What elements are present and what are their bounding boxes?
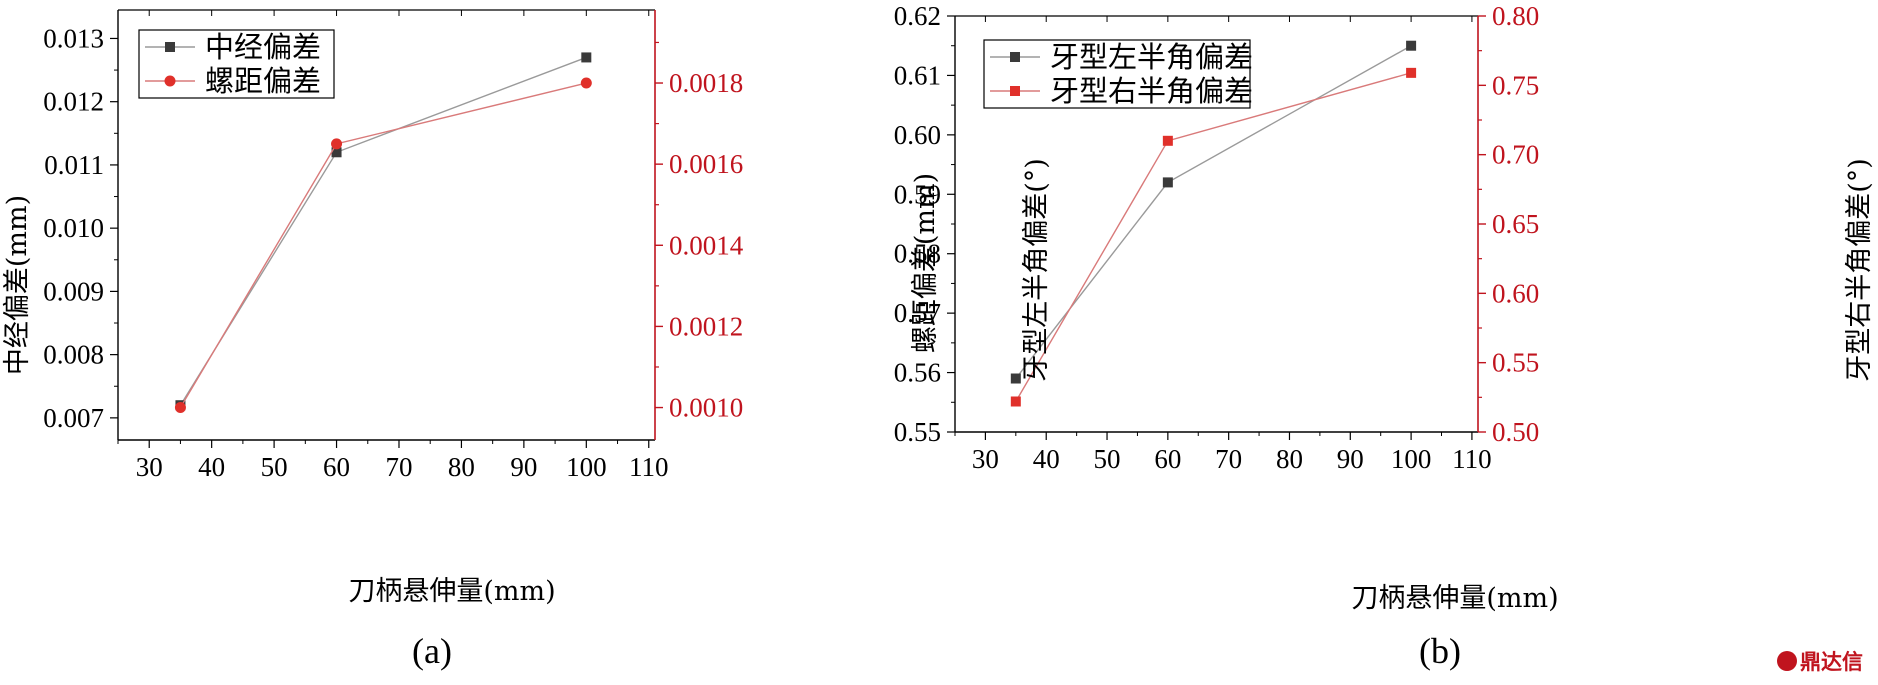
panel-b-series [1010, 40, 1417, 407]
panel-a-xlabel: 刀柄悬伸量(mm) [348, 576, 555, 607]
legend-1-label: 牙型右半角偏差 [1050, 74, 1253, 108]
left-tick-label: 0.56 [894, 358, 941, 388]
x-tick-label: 30 [972, 444, 999, 474]
x-tick-label: 100 [1391, 444, 1432, 474]
panel-a-x-ticks: 30 40 50 60 70 80 90 100 110 [117, 10, 669, 482]
series-1-point [331, 138, 343, 150]
x-tick-label: 50 [1094, 444, 1121, 474]
series-1-line [1015, 72, 1412, 402]
panel-a-series [174, 52, 592, 414]
panel-b-xlabel: 刀柄悬伸量(mm) [1351, 583, 1558, 614]
x-tick-label: 80 [448, 452, 475, 482]
watermark: 鼎达信 [1777, 650, 1863, 674]
left-tick-label: 0.009 [43, 276, 104, 306]
panel-a-grid-frame [117, 9, 656, 441]
right-tick-label: 0.0016 [669, 149, 743, 179]
left-tick-label: 0.011 [44, 150, 104, 180]
x-tick-label: 60 [1154, 444, 1181, 474]
series-1-point [1010, 396, 1021, 407]
panel-a: 0.007 0.008 0.009 0.010 0.011 0.012 0.013 0.00… [2, 9, 941, 671]
panel-a-caption: (a) [412, 631, 452, 671]
left-tick-label: 0.008 [43, 340, 104, 370]
panel-a-left-ticks: 0.007 0.008 0.009 0.010 0.011 0.012 0.013 [43, 23, 118, 433]
left-tick-label: 0.60 [894, 120, 941, 150]
legend-0-label: 中经偏差 [205, 30, 321, 64]
left-tick-label: 0.58 [894, 239, 941, 269]
right-tick-label: 0.55 [1492, 348, 1539, 378]
left-tick-label: 0.57 [894, 298, 941, 328]
right-tick-label: 0.60 [1492, 278, 1539, 308]
x-tick-label: 110 [1452, 444, 1492, 474]
series-1-point [174, 402, 186, 414]
panel-b-right-label: 牙型右半角偏差(°) [1844, 158, 1875, 382]
legend-0-swatch-marker [1010, 52, 1020, 62]
x-tick-label: 70 [1215, 444, 1242, 474]
right-tick-label: 0.50 [1492, 417, 1539, 447]
right-tick-label: 0.0018 [669, 68, 743, 98]
x-tick-label: 60 [323, 452, 350, 482]
left-tick-label: 0.61 [894, 60, 941, 90]
series-0-line [179, 56, 587, 406]
legend-1-swatch-marker [164, 75, 176, 87]
series-1-point [1162, 135, 1173, 146]
x-tick-label: 50 [261, 452, 288, 482]
legend-1-label: 螺距偏差 [205, 64, 321, 98]
series-0-point [1406, 40, 1417, 51]
x-tick-label: 40 [1033, 444, 1060, 474]
series-0-point [1162, 177, 1173, 188]
series-0-point [1010, 373, 1021, 384]
right-tick-label: 0.70 [1492, 140, 1539, 170]
series-1-point [580, 77, 592, 89]
left-tick-label: 0.55 [894, 417, 941, 447]
series-1-point [1406, 67, 1417, 78]
series-0-point [581, 52, 592, 63]
panel-b-left-ticks: 0.55 0.56 0.57 0.58 0.59 0.60 0.61 0.62 [894, 1, 955, 447]
x-tick-label: 30 [136, 452, 163, 482]
series-0-point [331, 147, 342, 158]
right-tick-label: 0.0010 [669, 393, 743, 423]
x-tick-label: 40 [198, 452, 225, 482]
panel-a-left-label: 中经偏差(mm) [2, 195, 33, 375]
right-tick-label: 0.0014 [669, 230, 744, 260]
left-tick-label: 0.59 [894, 179, 941, 209]
x-tick-label: 70 [385, 452, 412, 482]
x-tick-label: 100 [566, 452, 607, 482]
x-tick-label: 110 [629, 452, 669, 482]
left-tick-label: 0.007 [43, 403, 104, 433]
panel-b-left-label: 牙型左半角偏差(°) [1021, 158, 1052, 382]
series-1-line [179, 82, 587, 408]
panel-a-right-ticks: 0.0010 0.0012 0.0014 0.0016 0.0018 [655, 41, 744, 423]
watermark-logo-icon [1777, 651, 1797, 671]
panel-b-x-ticks: 30 40 50 60 70 80 90 100 110 [954, 16, 1492, 474]
panel-b-right-ticks: 0.50 0.55 0.60 0.65 0.70 0.75 0.80 [1478, 1, 1539, 447]
panel-b-caption: (b) [1419, 631, 1461, 671]
right-tick-label: 0.65 [1492, 209, 1539, 239]
left-tick-label: 0.62 [894, 1, 941, 31]
watermark-text: 鼎达信 [1800, 650, 1863, 674]
legend-box [138, 29, 335, 99]
x-tick-label: 80 [1276, 444, 1303, 474]
left-tick-label: 0.010 [43, 213, 104, 243]
x-tick-label: 90 [1337, 444, 1364, 474]
right-tick-label: 0.75 [1492, 70, 1539, 100]
left-tick-label: 0.012 [43, 87, 104, 117]
legend-1-swatch-marker [1010, 86, 1020, 96]
panel-b: 0.550.560.570.580.590.600.610.62 0.500.5… [894, 1, 1875, 671]
legend-0-swatch-marker [165, 42, 175, 52]
legend-box [983, 39, 1251, 109]
panel-a-right-label: 螺距偏差(mm) [910, 173, 941, 353]
legend-0-label: 牙型左半角偏差 [1050, 40, 1253, 74]
left-tick-label: 0.013 [43, 23, 104, 53]
right-tick-label: 0.80 [1492, 1, 1539, 31]
x-tick-label: 90 [510, 452, 537, 482]
right-tick-label: 0.0012 [669, 311, 743, 341]
